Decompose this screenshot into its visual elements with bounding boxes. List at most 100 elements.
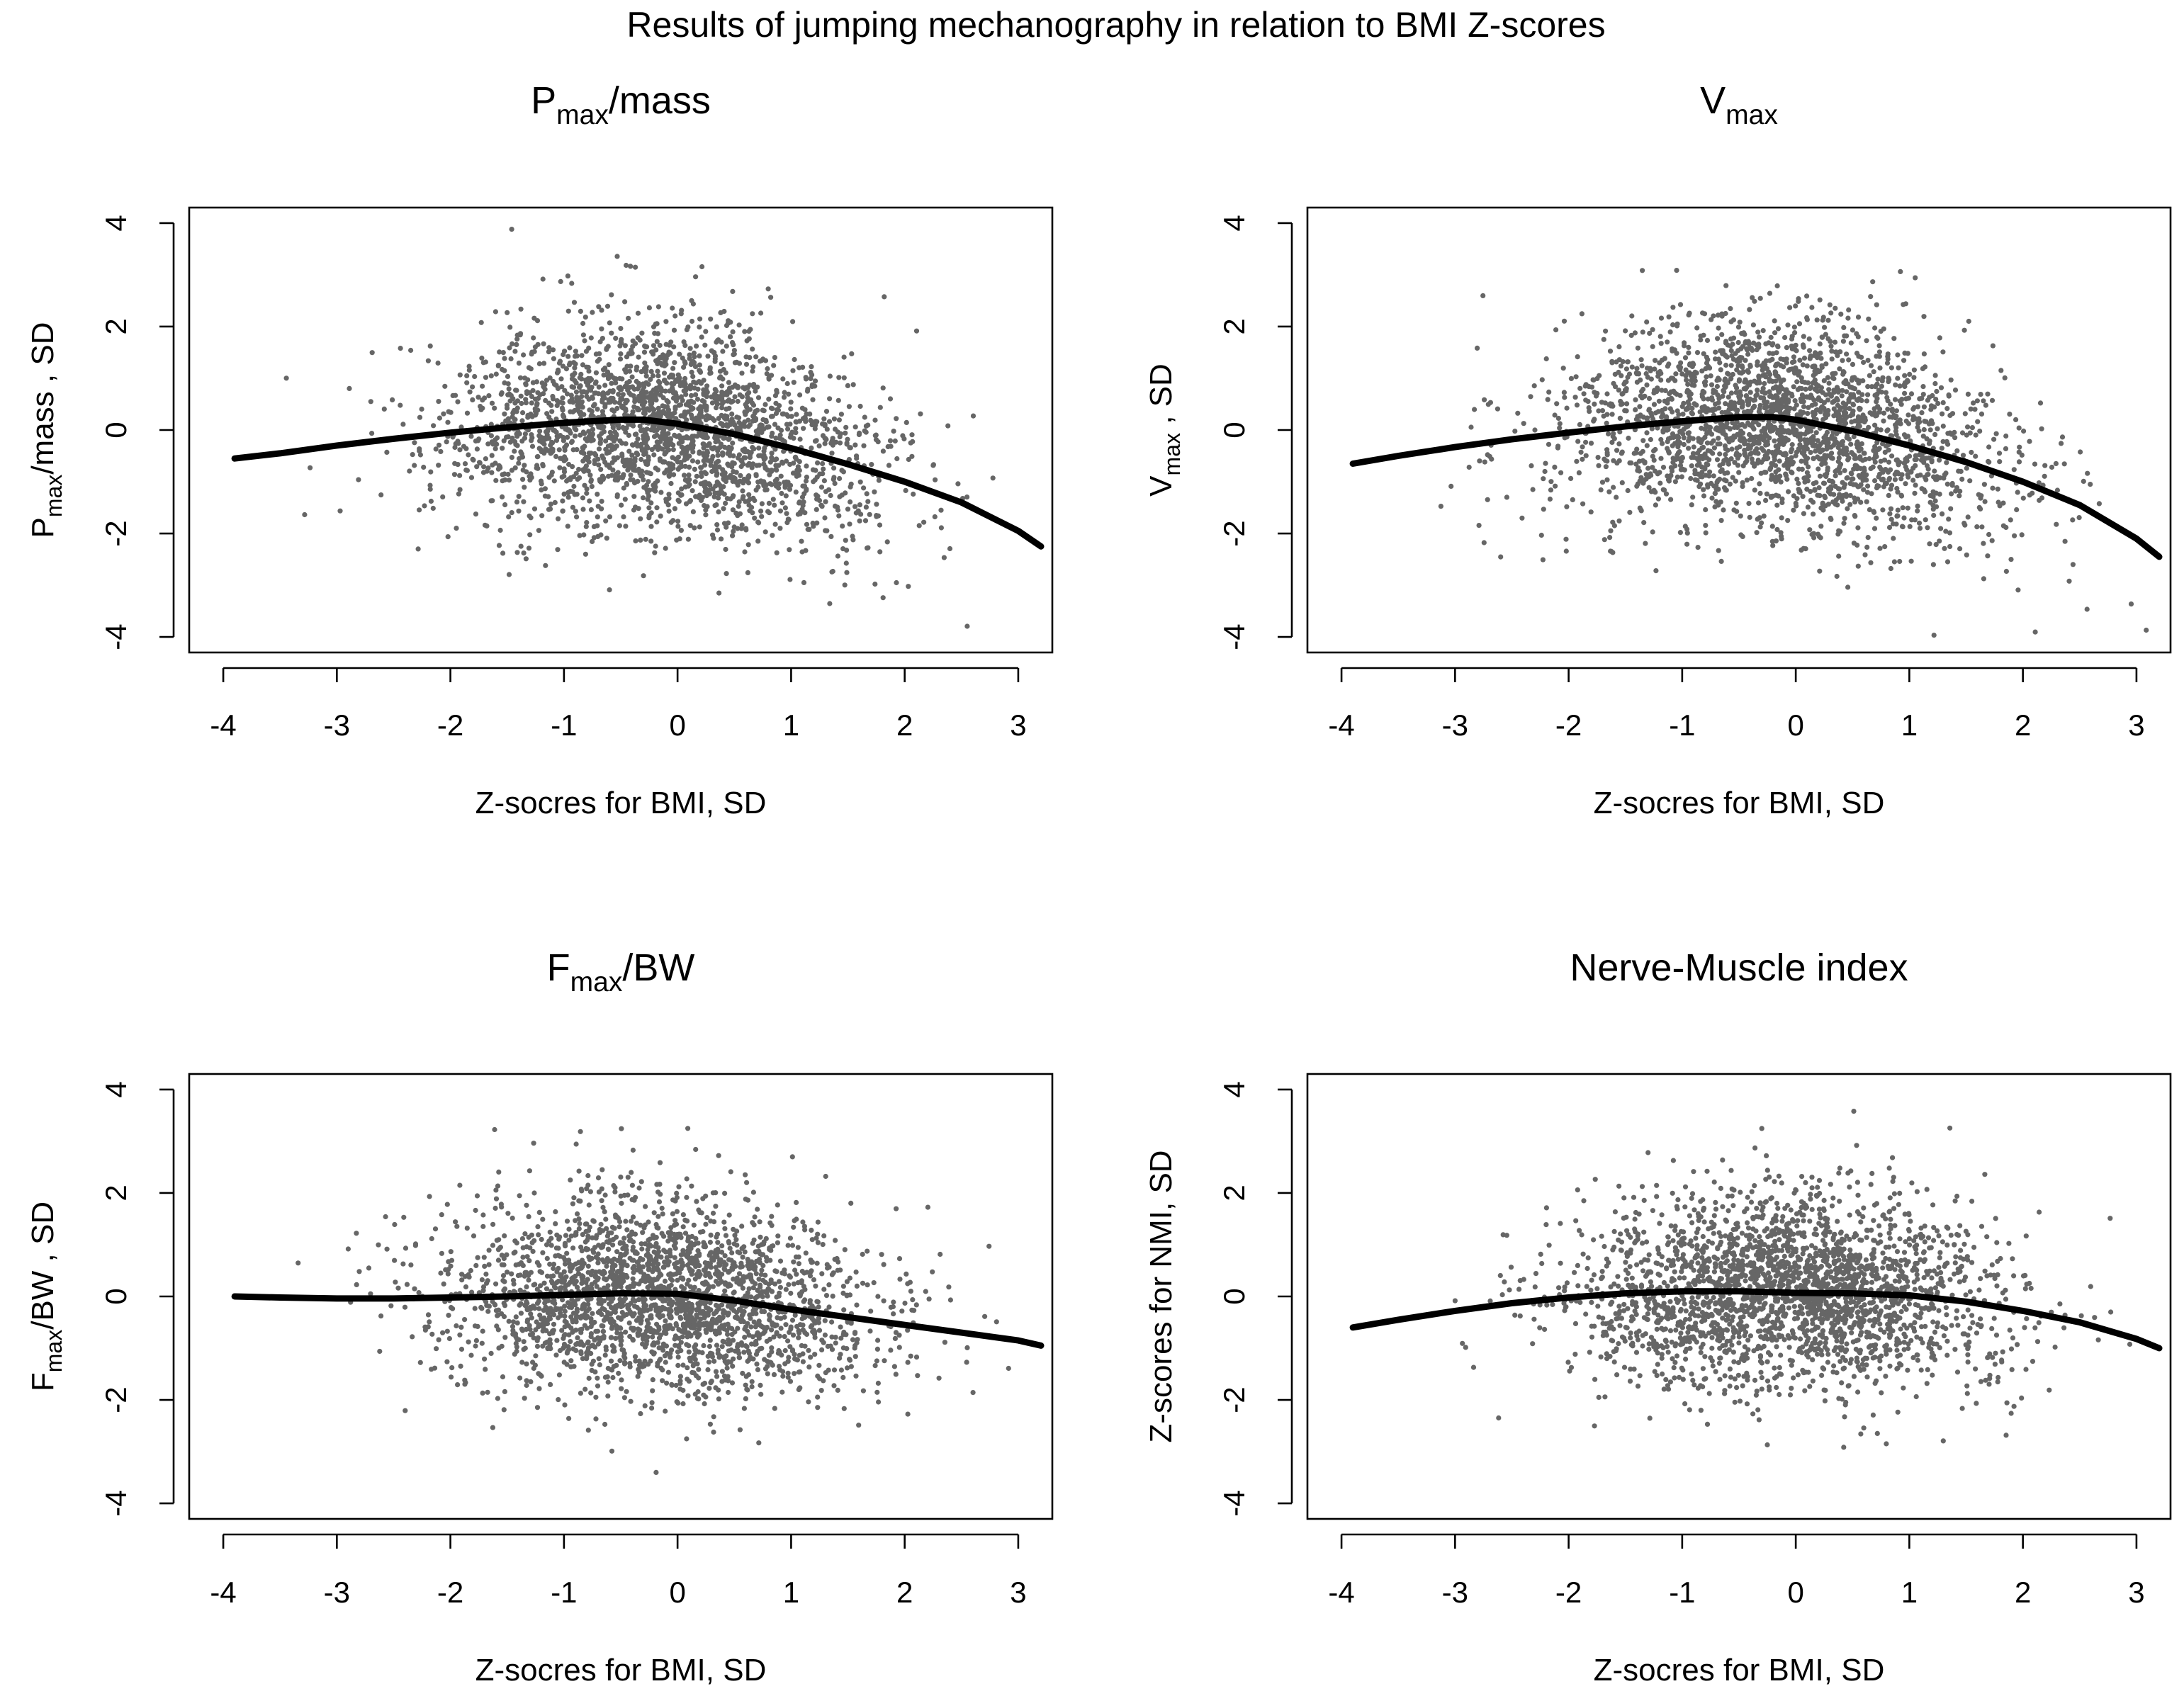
data-point [1931,512,1937,519]
data-point [662,363,668,369]
data-point [857,403,863,409]
data-point [1821,435,1827,441]
data-point [604,369,611,375]
plot-frame [188,206,1054,654]
data-point [1827,302,1833,307]
data-point [769,482,775,487]
data-point [1801,511,1806,516]
data-point [764,371,770,377]
data-point [657,342,663,349]
data-point [612,408,617,414]
data-point [1699,425,1704,431]
data-point [762,402,768,407]
data-point [938,525,944,531]
data-point [1877,406,1883,412]
data-point [1986,444,1992,450]
data-point [838,431,843,436]
data-point [886,463,892,468]
data-point [1667,406,1673,412]
data-point [600,367,607,373]
data-point [675,490,681,496]
data-point [862,414,867,420]
data-point [554,370,561,375]
data-point [1860,378,1866,384]
data-point [1738,392,1744,398]
data-point [911,491,916,497]
data-point [1907,371,1913,378]
data-point [1627,509,1633,515]
data-point [1911,367,1917,373]
data-point [1755,460,1761,465]
data-point [541,441,547,447]
data-point [1930,392,1935,399]
data-point [1823,392,1829,397]
data-point [801,483,808,489]
data-point [1689,502,1694,508]
data-point [725,461,731,467]
data-point [457,447,463,453]
data-point [1860,471,1866,477]
data-point [790,368,796,373]
data-point [433,446,439,452]
data-point [1685,406,1691,412]
data-point [1658,341,1664,346]
data-point [1719,332,1725,337]
data-point [537,438,543,444]
data-point [549,409,555,414]
data-point [1841,409,1847,415]
data-point [572,434,578,439]
data-point [2053,460,2059,467]
data-point [745,542,751,548]
data-point [1940,349,1946,355]
data-point [1942,545,1947,551]
data-point [572,426,578,431]
data-point [1957,493,1962,499]
data-point [1547,496,1553,502]
data-point [1974,398,1980,404]
data-point [567,399,573,405]
data-point [561,414,566,419]
data-point [1667,391,1672,397]
data-point [719,401,725,407]
data-point [1845,452,1850,458]
data-point [621,514,626,520]
data-point [1916,428,1922,434]
data-point [1756,422,1762,428]
data-point [1942,472,1947,477]
data-point [415,546,421,552]
data-point [749,465,755,470]
data-point [522,431,529,437]
data-point [756,463,762,468]
data-point [1714,383,1720,390]
data-point [750,311,755,317]
data-point [777,508,783,514]
data-point [1755,329,1761,335]
data-point [682,484,689,490]
data-point [1902,390,1908,396]
data-point [556,447,562,453]
data-point [814,520,820,526]
data-point [1921,426,1927,433]
data-point [659,388,665,394]
data-point [1957,546,1963,552]
data-point [398,402,403,408]
data-point [1552,464,1558,470]
data-point [582,431,587,436]
data-point [1826,387,1832,392]
data-point [506,477,512,483]
data-point [672,506,678,511]
data-point [711,536,716,541]
data-point [614,492,620,498]
data-point [1603,458,1609,463]
data-point [857,502,862,508]
data-point [665,502,671,508]
data-point [1953,488,1959,494]
data-point [894,416,899,422]
data-point [1543,460,1548,466]
data-point [1930,562,1936,567]
data-point [1748,422,1754,429]
data-point [753,473,759,479]
data-point [731,528,736,534]
data-point [718,310,724,315]
data-point [572,365,578,371]
